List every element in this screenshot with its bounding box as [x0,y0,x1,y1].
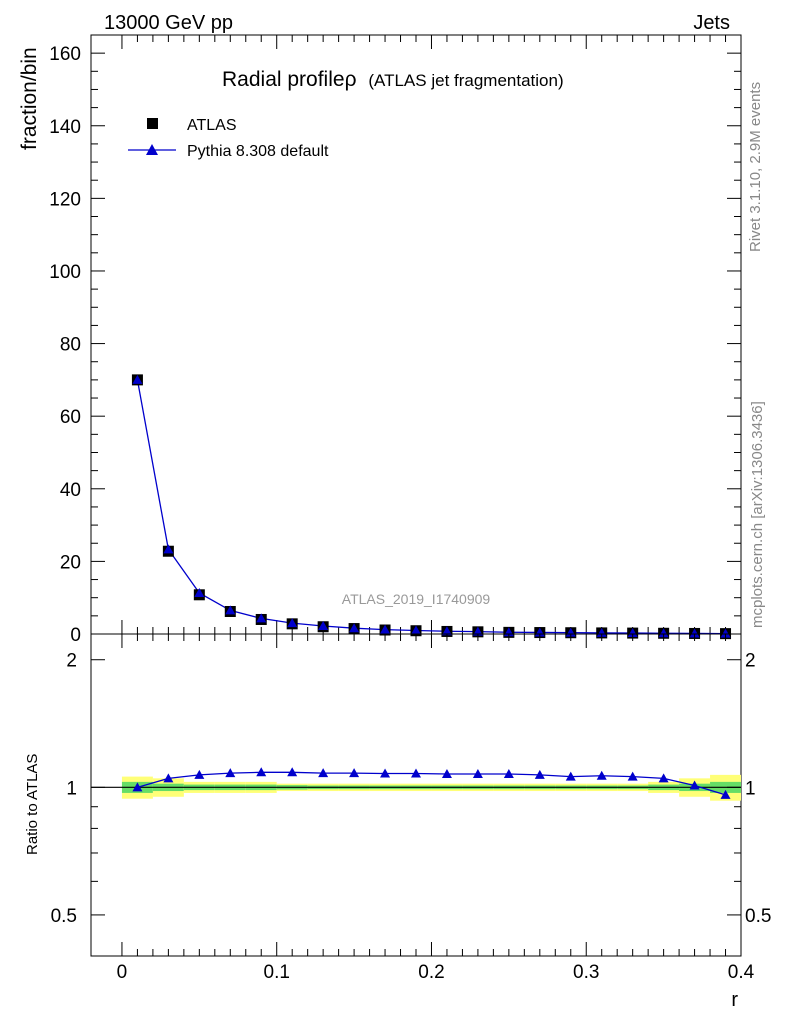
ratio-pythia-point [658,773,669,783]
chart-title-note: (ATLAS jet fragmentation) [368,71,563,90]
pythia-data-point [225,605,236,615]
ratio-y-tick-label-right: 0.5 [745,906,771,927]
ratio-pythia-point [256,767,267,777]
main-y-tick-label: 40 [60,480,81,501]
chart-title: Radial profileρ (ATLAS jet fragmentation… [222,68,564,91]
ratio-series-layer [91,767,741,799]
legend: ATLAS Pythia 8.308 default [128,117,329,160]
main-y-tick-labels: 0 20 40 60 80 100 120 140 160 [49,44,81,646]
ratio-y-axis-label: Ratio to ATLAS [24,754,41,855]
pythia-data-point [596,627,607,637]
ratio-y-tick-label-right: 1 [745,778,756,799]
ratio-pythia-point [163,773,174,783]
ratio-pythia-point [472,769,483,779]
x-tick-labels: 0 0.1 0.2 0.3 0.4 [117,962,755,983]
pythia-data-point [132,374,143,384]
x-tick-label: 0.1 [264,962,290,983]
ratio-pythia-point [596,770,607,780]
legend-pythia-label: Pythia 8.308 default [187,143,329,160]
main-y-tick-label: 60 [60,407,81,428]
ratio-pythia-point [411,768,421,778]
ratio-axis-ticks [91,634,742,956]
x-tick-label: 0.3 [573,962,599,983]
ratio-y-tick-label-left: 1 [66,778,77,799]
pythia-data-point [689,628,700,638]
x-tick-label: 0.2 [418,962,444,983]
main-y-tick-label: 80 [60,335,81,356]
process-label: Jets [693,12,730,34]
main-y-tick-label: 100 [49,262,81,283]
ratio-pythia-line [137,771,726,796]
main-y-tick-label: 140 [49,117,81,138]
ratio-pythia-point [565,771,576,781]
pythia-data-point [380,624,391,634]
pythia-data-point [658,628,669,638]
ratio-pythia-point [349,768,360,778]
ratio-pythia-point [132,782,143,792]
pythia-data-point [411,625,421,635]
ratio-pythia-point [689,780,700,790]
ratio-y-tick-label-left: 0.5 [51,906,77,927]
ratio-pythia-point [534,769,545,779]
ratio-pythia-point [720,789,731,799]
ratio-y-tick-label-right: 2 [745,651,756,672]
pythia-data-point [441,626,452,636]
main-panel: 0 20 40 60 80 100 120 140 160 fraction/bin Radia… [18,34,742,646]
pythia-data-point [720,628,731,638]
main-y-tick-label: 120 [49,189,81,210]
legend-atlas-label: ATLAS [187,117,237,134]
pythia-data-point [472,626,483,636]
ratio-pythia-point [194,769,205,779]
ratio-pythia-point [318,768,329,778]
ratio-panel: 0.5 0.51 12 2 0 0.1 0.2 0.3 0.4 Ratio to ATLAS … [24,633,772,1011]
ratio-y-tick-label-left: 2 [66,651,77,672]
pythia-data-point [627,628,638,638]
ratio-pythia-point [380,768,391,778]
x-tick-label: 0.4 [728,962,755,983]
mcplots-label: mcplots.cern.ch [arXiv:1306.3436] [749,401,766,628]
collision-energy-label: 13000 GeV pp [104,12,233,34]
analysis-watermark: ATLAS_2019_I1740909 [342,591,491,607]
main-y-tick-label: 0 [70,625,81,646]
main-y-tick-label: 20 [60,552,81,573]
pythia-data-point [349,623,360,633]
pythia-data-point [287,618,298,628]
x-tick-label: 0 [117,962,128,983]
pythia-data-point [256,613,267,623]
ratio-pythia-point [441,769,452,779]
pythia-data-point [163,544,174,554]
ratio-y-tick-labels: 0.5 0.5 1 1 2 2 [51,651,772,927]
main-y-axis-label: fraction/bin [18,47,41,150]
rivet-version-label: Rivet 3.1.10, 2.9M events [747,82,764,252]
ratio-plot-frame [90,633,742,957]
ratio-pythia-point [287,767,298,777]
pythia-data-point [194,587,205,597]
ratio-pythia-point [627,771,638,781]
legend-pythia-marker [146,144,158,155]
x-axis-label: r [731,989,738,1011]
ratio-pythia-point [225,768,236,778]
pythia-data-point [318,621,329,631]
legend-atlas-marker [147,118,158,129]
main-y-tick-label: 160 [49,44,81,65]
ratio-pythia-point [503,769,514,779]
chart-title-main: Radial profileρ [222,68,357,91]
